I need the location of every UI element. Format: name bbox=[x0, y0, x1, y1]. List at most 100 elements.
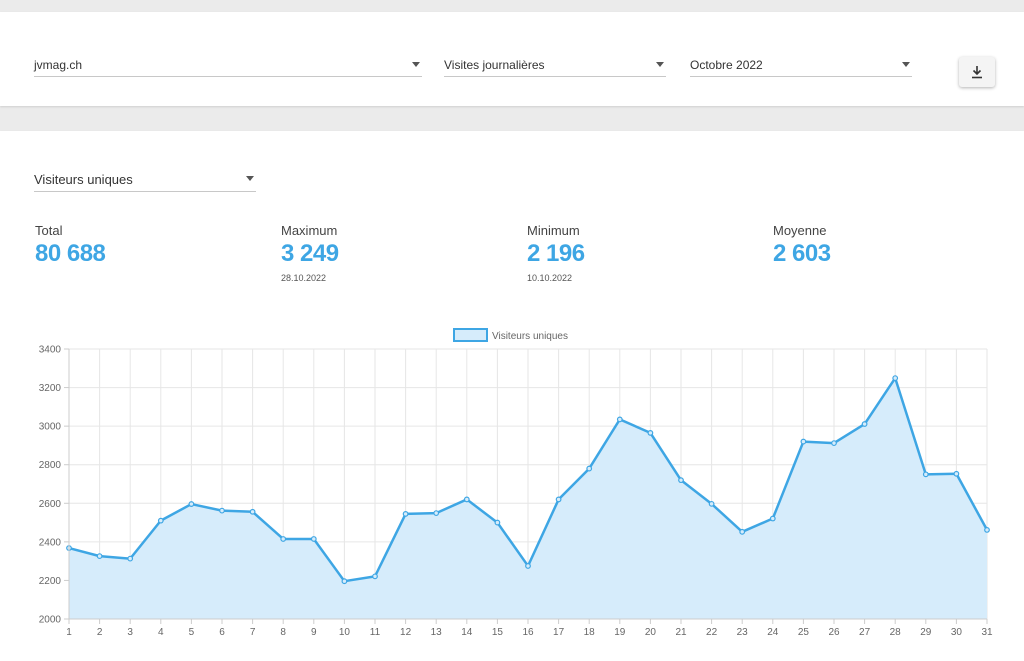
site-select[interactable]: jvmag.ch bbox=[34, 52, 422, 77]
data-point bbox=[157, 517, 164, 524]
data-point bbox=[463, 496, 470, 503]
stat-date: 28.10.2022 bbox=[281, 273, 327, 283]
data-point bbox=[555, 496, 562, 503]
month-select[interactable]: Octobre 2022 bbox=[690, 52, 912, 77]
x-tick-label: 11 bbox=[370, 627, 381, 638]
month-select-value: Octobre 2022 bbox=[690, 58, 763, 72]
download-button[interactable] bbox=[959, 57, 995, 87]
data-point bbox=[402, 510, 409, 517]
stat-value: 3 249 bbox=[281, 240, 339, 267]
y-tick-label: 2200 bbox=[39, 576, 62, 587]
x-tick-label: 18 bbox=[584, 627, 596, 638]
data-point bbox=[831, 440, 837, 447]
x-tick-label: 31 bbox=[981, 627, 993, 638]
stat-total: Total 80 688 bbox=[35, 223, 106, 268]
y-tick-label: 3000 bbox=[39, 422, 62, 433]
y-tick-label: 2800 bbox=[39, 460, 62, 471]
caret-down-icon bbox=[656, 62, 664, 67]
data-point bbox=[769, 515, 776, 522]
data-point bbox=[372, 573, 378, 580]
x-tick-label: 25 bbox=[798, 627, 810, 638]
x-tick-label: 1 bbox=[66, 627, 72, 638]
data-point bbox=[341, 578, 348, 585]
x-tick-label: 21 bbox=[675, 627, 687, 638]
x-tick-label: 10 bbox=[339, 627, 351, 638]
stat-date: 10.10.2022 bbox=[527, 273, 573, 283]
legend-swatch bbox=[453, 328, 488, 342]
x-tick-label: 9 bbox=[311, 627, 317, 638]
data-point bbox=[219, 507, 225, 514]
x-tick-label: 12 bbox=[400, 627, 412, 638]
site-select-value: jvmag.ch bbox=[34, 58, 83, 72]
data-point bbox=[127, 555, 134, 562]
x-tick-label: 2 bbox=[97, 627, 103, 638]
stat-maximum: Maximum 3 249 28.10.2022 bbox=[281, 223, 339, 283]
x-tick-label: 20 bbox=[645, 627, 657, 638]
metric-select[interactable]: Visiteurs uniques bbox=[34, 165, 256, 192]
data-point bbox=[525, 563, 531, 569]
data-point bbox=[494, 519, 501, 526]
data-point bbox=[739, 528, 746, 535]
stat-label: Total bbox=[35, 223, 63, 238]
stat-value: 2 196 bbox=[527, 240, 585, 267]
stat-minimum: Minimum 2 196 10.10.2022 bbox=[527, 223, 585, 283]
series-area bbox=[69, 378, 987, 619]
x-tick-label: 16 bbox=[522, 627, 534, 638]
data-point bbox=[586, 465, 593, 472]
x-tick-label: 23 bbox=[737, 627, 749, 638]
data-point bbox=[922, 471, 929, 478]
data-point bbox=[616, 416, 623, 423]
x-tick-label: 7 bbox=[250, 627, 256, 638]
x-tick-label: 6 bbox=[219, 627, 225, 638]
data-point bbox=[708, 500, 715, 507]
data-point bbox=[953, 470, 960, 477]
x-tick-label: 8 bbox=[280, 627, 286, 638]
x-tick-label: 29 bbox=[920, 627, 932, 638]
stat-average: Moyenne 2 603 bbox=[773, 223, 831, 268]
stat-value: 80 688 bbox=[35, 240, 106, 267]
caret-down-icon bbox=[246, 176, 254, 181]
data-point bbox=[280, 536, 287, 542]
x-tick-label: 13 bbox=[431, 627, 443, 638]
data-point bbox=[188, 501, 195, 507]
y-tick-label: 3200 bbox=[39, 383, 62, 394]
x-tick-label: 26 bbox=[828, 627, 840, 638]
data-point bbox=[800, 438, 807, 445]
stat-label: Moyenne bbox=[773, 223, 827, 238]
metric-select-value: Visiteurs uniques bbox=[34, 172, 133, 187]
x-tick-label: 14 bbox=[461, 627, 473, 638]
data-point bbox=[96, 553, 103, 560]
x-tick-label: 27 bbox=[859, 627, 871, 638]
filter-bar: jvmag.ch Visites journalières Octobre 20… bbox=[0, 12, 1024, 106]
stat-label: Minimum bbox=[527, 223, 580, 238]
y-tick-label: 3400 bbox=[39, 345, 62, 356]
x-tick-label: 5 bbox=[189, 627, 195, 638]
x-tick-label: 19 bbox=[614, 627, 626, 638]
data-point bbox=[984, 527, 990, 533]
data-point bbox=[892, 375, 899, 382]
download-icon bbox=[972, 66, 982, 79]
data-point bbox=[647, 429, 654, 436]
y-tick-label: 2000 bbox=[39, 615, 62, 626]
data-point bbox=[310, 536, 317, 542]
stat-label: Maximum bbox=[281, 223, 338, 238]
y-tick-label: 2400 bbox=[39, 537, 62, 548]
y-tick-label: 2600 bbox=[39, 499, 62, 510]
view-select-value: Visites journalières bbox=[444, 58, 545, 72]
x-tick-label: 17 bbox=[553, 627, 565, 638]
view-select[interactable]: Visites journalières bbox=[444, 52, 666, 77]
x-tick-label: 15 bbox=[492, 627, 504, 638]
x-tick-label: 3 bbox=[127, 627, 133, 638]
data-point bbox=[861, 421, 868, 427]
x-tick-label: 22 bbox=[706, 627, 718, 638]
x-tick-label: 28 bbox=[890, 627, 902, 638]
stat-value: 2 603 bbox=[773, 240, 831, 267]
data-point bbox=[433, 510, 440, 517]
caret-down-icon bbox=[412, 62, 420, 67]
data-point bbox=[678, 477, 684, 484]
caret-down-icon bbox=[902, 62, 910, 67]
x-tick-label: 4 bbox=[158, 627, 164, 638]
x-tick-label: 24 bbox=[767, 627, 779, 638]
data-point bbox=[249, 508, 256, 515]
legend-label: Visiteurs uniques bbox=[492, 331, 568, 342]
